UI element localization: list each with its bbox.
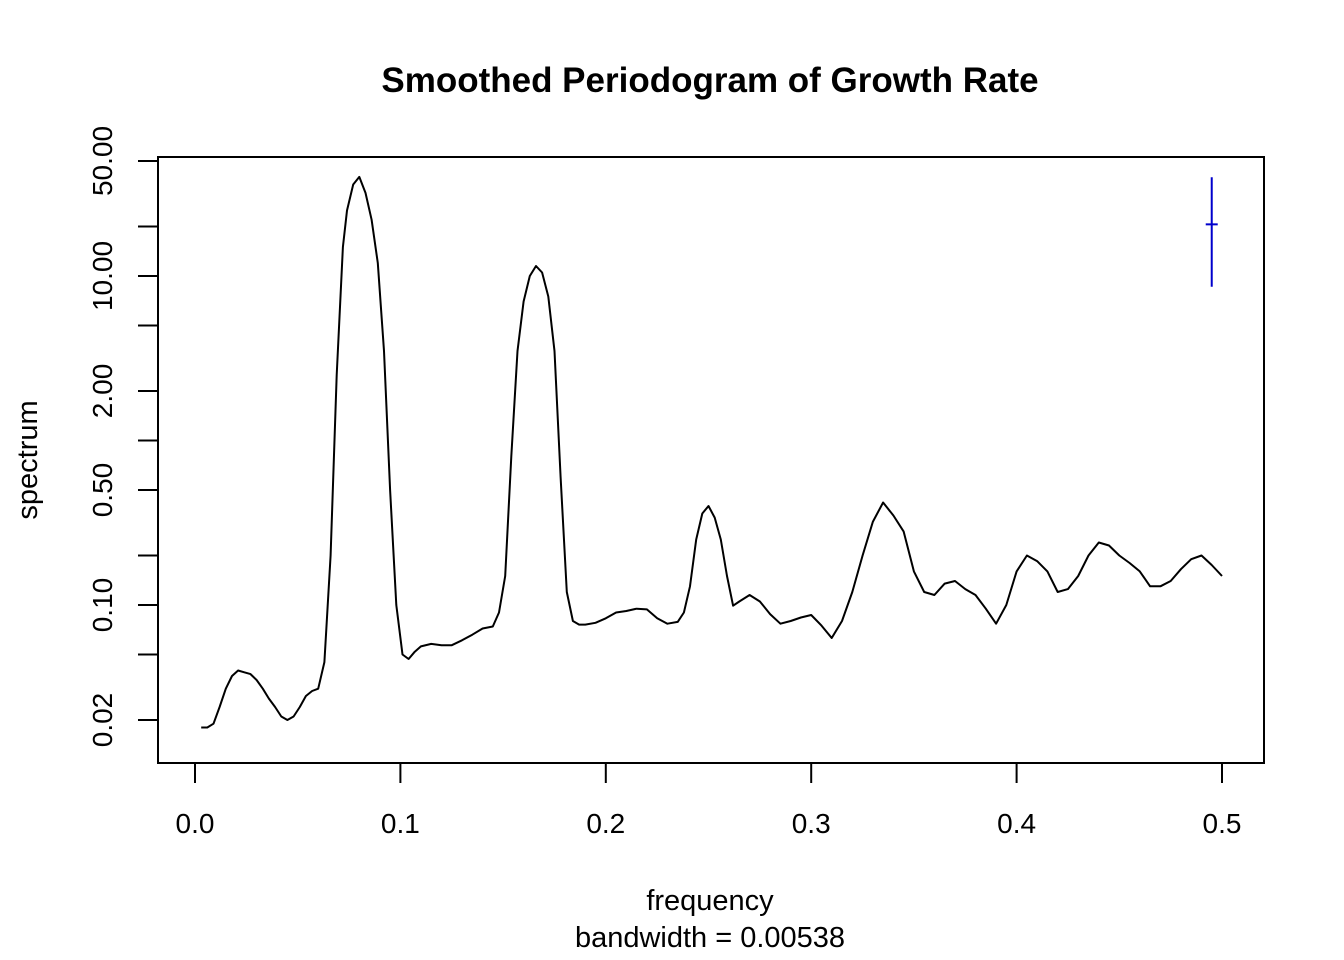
y-tick-label: 2.00	[87, 364, 118, 419]
x-axis-label: frequency	[646, 885, 774, 917]
x-tick-label: 0.5	[1203, 808, 1242, 839]
y-tick-label: 50.00	[87, 126, 118, 196]
spectrum-line	[201, 175, 1223, 729]
bandwidth-label: bandwidth = 0.00538	[575, 922, 845, 954]
x-tick-label: 0.1	[381, 808, 420, 839]
x-tick-label: 0.4	[997, 808, 1036, 839]
confidence-interval-bar	[1205, 177, 1218, 287]
chart-title: Smoothed Periodogram of Growth Rate	[381, 61, 1038, 100]
plot-frame	[157, 156, 1265, 764]
x-axis: 0.0 0.1 0.2 0.3 0.4 0.5	[176, 762, 1242, 839]
x-tick-label: 0.3	[792, 808, 831, 839]
x-tick-label: 0.2	[586, 808, 625, 839]
y-tick-label: 10.00	[87, 241, 118, 311]
x-tick-label: 0.0	[176, 808, 215, 839]
y-tick-label: 0.10	[87, 578, 118, 633]
y-axis-label: spectrum	[12, 400, 44, 519]
y-axis: 0.02 0.10 0.50 2.00 10.00 50.00	[87, 126, 159, 748]
y-tick-label: 0.02	[87, 693, 118, 748]
y-tick-label: 0.50	[87, 463, 118, 518]
